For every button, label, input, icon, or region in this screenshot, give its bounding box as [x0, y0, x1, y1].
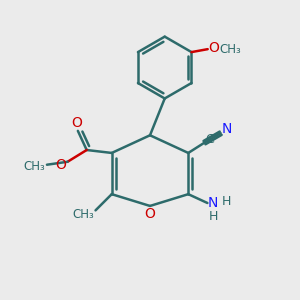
- Text: CH₃: CH₃: [72, 208, 94, 221]
- Text: H: H: [222, 195, 231, 208]
- Text: O: O: [71, 116, 82, 130]
- Text: CH₃: CH₃: [219, 43, 241, 56]
- Text: O: O: [209, 41, 220, 55]
- Text: H: H: [208, 210, 218, 223]
- Text: O: O: [145, 207, 155, 221]
- Text: O: O: [56, 158, 67, 172]
- Text: N: N: [208, 196, 218, 210]
- Text: N: N: [222, 122, 232, 136]
- Text: C: C: [206, 133, 214, 146]
- Text: CH₃: CH₃: [24, 160, 46, 173]
